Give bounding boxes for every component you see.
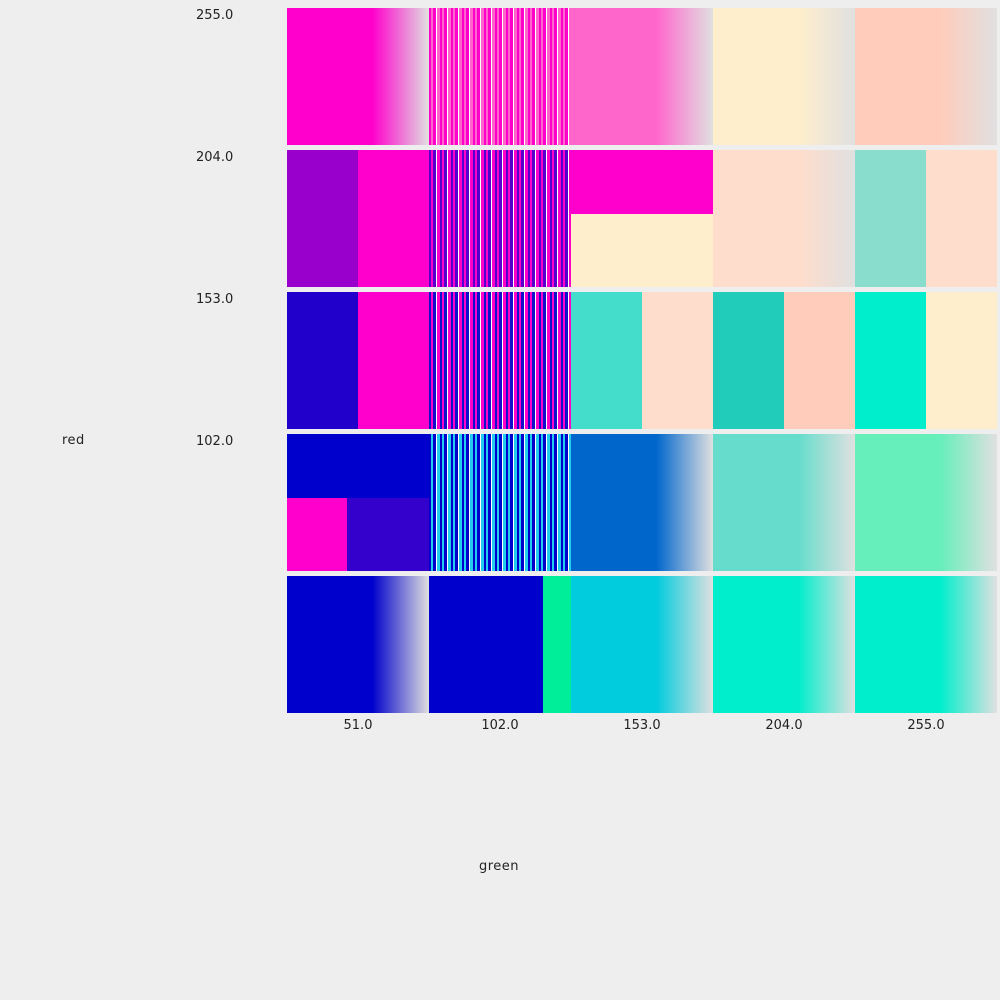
cell-fill-right	[784, 292, 855, 429]
cell-fill	[713, 8, 855, 145]
cell-fill-left	[571, 292, 642, 429]
cell-fill	[855, 434, 997, 571]
cell-fill-top	[571, 150, 713, 215]
x-tick-51: 51.0	[343, 718, 373, 733]
cell-fill-right	[358, 150, 429, 287]
heatmap-cell	[571, 150, 713, 287]
cell-fill-bottom	[571, 214, 713, 287]
cell-fill	[713, 150, 855, 287]
heatmap-cell	[713, 434, 855, 571]
x-tick-204: 204.0	[765, 718, 803, 733]
heatmap-cell	[713, 8, 855, 145]
cell-fill-stripes	[429, 292, 571, 429]
cell-fill-right	[926, 150, 997, 287]
cell-fill-stripes	[429, 434, 571, 571]
y-tick-153: 153.0	[196, 292, 234, 307]
heatmap-cell	[287, 434, 429, 571]
heatmap-cell	[429, 576, 571, 713]
heatmap-cell	[429, 292, 571, 429]
cell-fill-stripes	[429, 8, 571, 145]
cell-fill	[855, 8, 997, 145]
heatmap-grid	[287, 8, 997, 713]
cell-fill	[571, 576, 713, 713]
heatmap-cell	[287, 576, 429, 713]
cell-fill	[571, 8, 713, 145]
heatmap-row	[287, 8, 997, 145]
cell-fill-bottom-right	[346, 498, 429, 571]
cell-fill-bottom-left	[287, 498, 347, 571]
heatmap-cell	[571, 8, 713, 145]
cell-fill-right	[926, 292, 997, 429]
x-tick-153: 153.0	[623, 718, 661, 733]
y-tick-255: 255.0	[196, 8, 234, 23]
heatmap-cell	[429, 8, 571, 145]
heatmap-cell	[571, 292, 713, 429]
cell-fill-right	[542, 576, 571, 713]
cell-fill	[855, 576, 997, 713]
heatmap-cell	[855, 576, 997, 713]
cell-fill-left	[855, 292, 926, 429]
cell-fill	[287, 8, 429, 145]
heatmap-cell	[571, 576, 713, 713]
heatmap-cell	[429, 150, 571, 287]
cell-fill-left	[287, 292, 358, 429]
cell-fill-top	[287, 434, 429, 499]
heatmap-row	[287, 576, 997, 713]
heatmap-cell	[713, 576, 855, 713]
x-tick-102: 102.0	[481, 718, 519, 733]
cell-fill-stripes	[429, 150, 571, 287]
cell-fill	[713, 434, 855, 571]
cell-fill	[571, 434, 713, 571]
y-axis-title: red	[62, 433, 85, 448]
heatmap-cell	[855, 8, 997, 145]
cell-fill	[713, 576, 855, 713]
x-tick-255: 255.0	[907, 718, 945, 733]
heatmap-cell	[429, 434, 571, 571]
heatmap-cell	[713, 292, 855, 429]
cell-fill-left	[429, 576, 543, 713]
heatmap-row	[287, 150, 997, 287]
y-tick-102: 102.0	[196, 434, 234, 449]
heatmap-cell	[287, 8, 429, 145]
heatmap-cell	[855, 292, 997, 429]
heatmap-row	[287, 434, 997, 571]
cell-fill-right	[358, 292, 429, 429]
heatmap-cell	[855, 434, 997, 571]
heatmap-cell	[855, 150, 997, 287]
cell-fill	[287, 576, 429, 713]
cell-fill-right	[642, 292, 713, 429]
heatmap-cell	[287, 150, 429, 287]
cell-fill-left	[287, 150, 358, 287]
heatmap-cell	[571, 434, 713, 571]
cell-fill-left	[855, 150, 926, 287]
heatmap-row	[287, 292, 997, 429]
y-tick-204: 204.0	[196, 150, 234, 165]
x-axis-title: green	[479, 859, 520, 874]
heatmap-cell	[713, 150, 855, 287]
cell-fill-left	[713, 292, 784, 429]
heatmap-cell	[287, 292, 429, 429]
